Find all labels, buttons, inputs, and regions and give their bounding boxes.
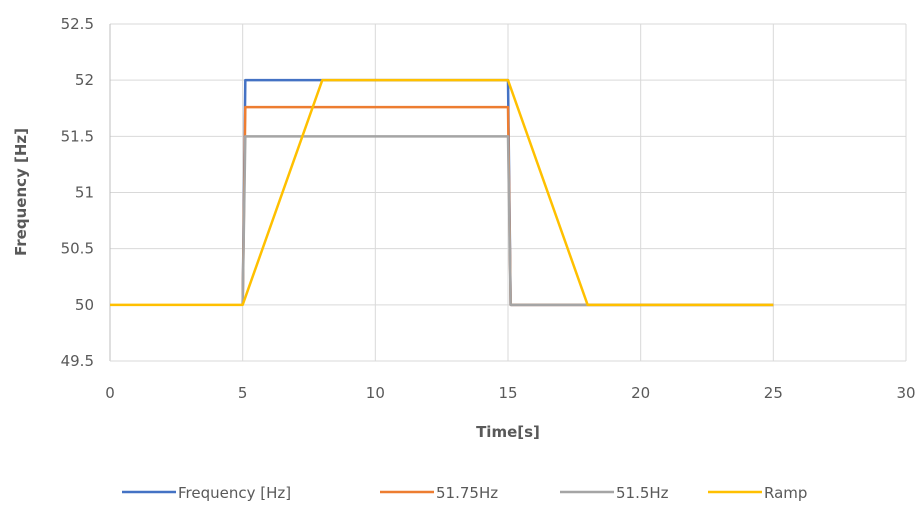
- x-tick-label: 10: [366, 384, 385, 402]
- y-axis-title: Frequency [Hz]: [12, 128, 30, 256]
- legend-label-ramp: Ramp: [764, 484, 807, 502]
- x-tick-label: 15: [498, 384, 517, 402]
- y-tick-label: 49.5: [61, 352, 94, 370]
- legend: Frequency [Hz] 51.75Hz 51.5Hz Ramp: [122, 484, 807, 502]
- y-tick-label: 51: [75, 184, 94, 202]
- y-tick-label: 52: [75, 71, 94, 89]
- y-tick-label: 50.5: [61, 240, 94, 258]
- x-tick-label: 20: [631, 384, 650, 402]
- series-line-ramp: [110, 78, 774, 307]
- legend-label-frequency-hz: Frequency [Hz]: [178, 484, 291, 502]
- series-lines: [110, 78, 774, 307]
- y-tick-label: 51.5: [61, 127, 94, 145]
- y-tick-label: 52.5: [61, 15, 94, 33]
- x-tick-label: 0: [105, 384, 115, 402]
- x-tick-label: 25: [764, 384, 783, 402]
- legend-label-51-75hz: 51.75Hz: [436, 484, 498, 502]
- y-tick-label: 50: [75, 296, 94, 314]
- x-tick-label: 5: [238, 384, 248, 402]
- legend-label-51-5hz: 51.5Hz: [616, 484, 669, 502]
- x-axis-title: Time[s]: [476, 423, 540, 441]
- tick-labels: 49.5 50 50.5 51 51.5 52 52.5 0 5 10 15 20 25 30: [61, 15, 916, 402]
- x-tick-label: 30: [896, 384, 915, 402]
